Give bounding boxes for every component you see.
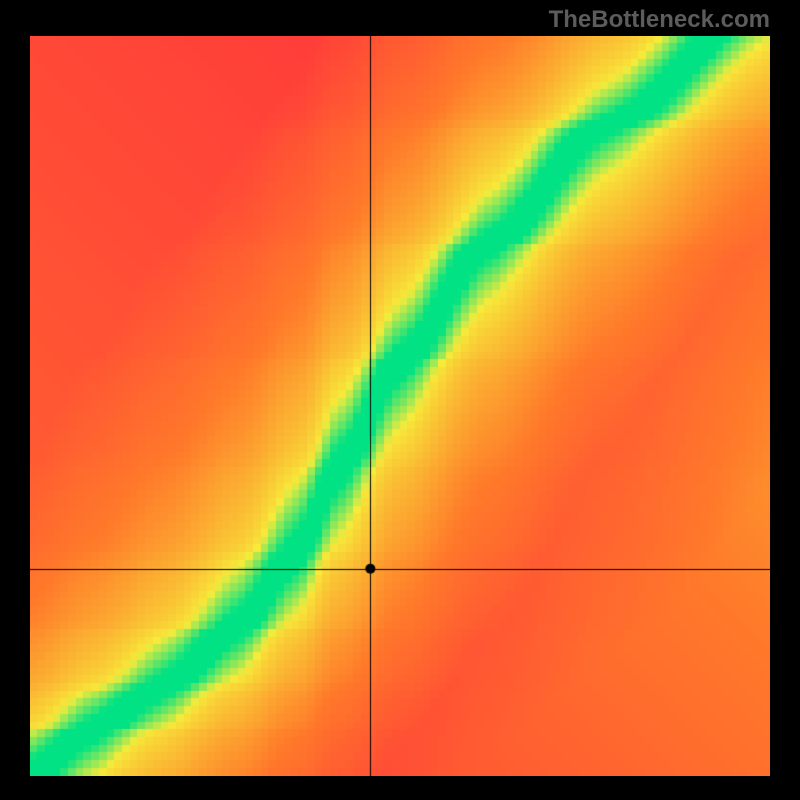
watermark-text: TheBottleneck.com [549, 6, 770, 34]
chart-container: TheBottleneck.com [0, 0, 800, 800]
bottleneck-heatmap [30, 36, 770, 776]
